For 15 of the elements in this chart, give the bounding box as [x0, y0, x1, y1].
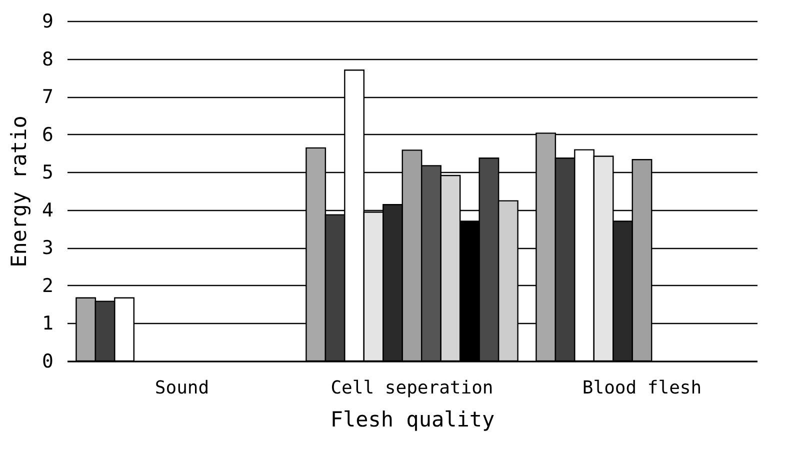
y-tick-label: 3 — [42, 237, 54, 260]
y-tick-label: 1 — [42, 312, 54, 335]
y-tick-label: 0 — [42, 350, 54, 372]
x-axis-title: Flesh quality — [330, 408, 495, 432]
y-tick-label: 6 — [42, 124, 54, 146]
x-tick-label: Cell seperation — [330, 378, 494, 398]
y-tick-label: 9 — [42, 10, 54, 32]
y-axis-title: Energy ratio — [7, 116, 32, 268]
x-tick-label: Sound — [154, 378, 210, 398]
y-tick-label: 5 — [42, 162, 54, 184]
y-tick-label: 8 — [42, 48, 54, 70]
x-tick-label: Blood flesh — [582, 378, 702, 398]
y-tick-label: 7 — [42, 86, 54, 108]
y-tick-label: 2 — [42, 274, 54, 297]
y-tick-label: 4 — [42, 199, 54, 222]
